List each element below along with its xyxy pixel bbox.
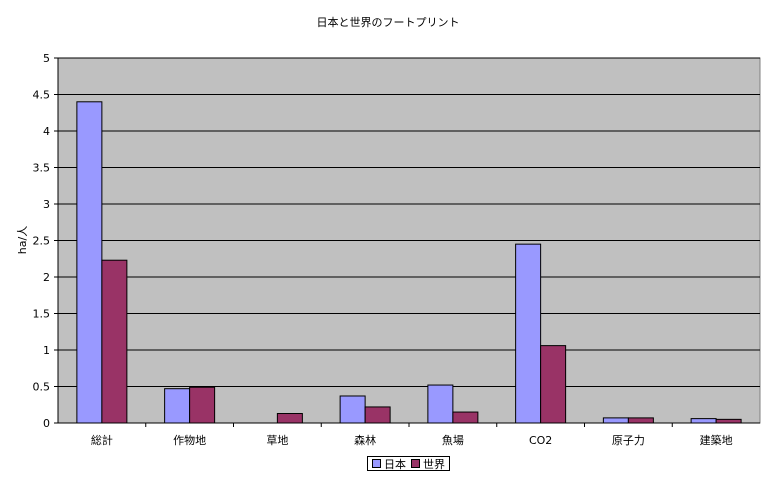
y-tick-label: 3	[43, 198, 50, 211]
axes: 0 0.5 1 1.5 2 2.5 3 3.5 4 4.5 5 総計 作物地 草地 森林 魚場 CO2 原子力 建築…	[33, 52, 760, 447]
y-tick-label: 0.5	[33, 381, 51, 394]
x-tick-label: 森林	[354, 433, 376, 447]
x-tick-label: 作物地	[173, 433, 206, 447]
y-tick-label: 4.5	[33, 89, 51, 102]
y-tick-label: 1	[43, 344, 50, 357]
y-tick-label: 3.5	[33, 162, 51, 175]
y-tick-label: 5	[43, 52, 50, 65]
bar-world-5	[540, 345, 567, 424]
y-tick-label: 4	[43, 125, 50, 138]
bar-world-1	[189, 386, 216, 424]
x-tick-label: 総計	[91, 433, 113, 447]
bar-japan-5	[515, 243, 542, 424]
y-tick-label: 2	[43, 271, 50, 284]
bar-japan-6	[602, 417, 629, 424]
bar-world-0	[101, 259, 128, 424]
legend-swatch-japan	[372, 459, 381, 468]
bar-japan-4	[427, 384, 454, 424]
y-tick-label: 1.5	[33, 308, 51, 321]
legend-label-japan: 日本	[384, 457, 406, 471]
y-axis-label: ha/人	[16, 226, 29, 254]
x-tick-label: 建築地	[700, 433, 733, 447]
chart-title: 日本と世界のフートプリント	[317, 15, 460, 29]
legend-label-world: 世界	[423, 457, 445, 471]
gridlines	[58, 57, 760, 387]
bar-world-6	[627, 417, 654, 424]
bar-japan-7	[690, 418, 717, 424]
y-tick-label: 0	[43, 417, 50, 430]
legend: 日本 世界	[367, 456, 450, 471]
legend-item-world: 世界	[411, 456, 445, 472]
x-tick-label: CO2	[529, 434, 552, 447]
bar-world-7	[715, 418, 742, 424]
bar-japan-1	[164, 388, 191, 424]
legend-swatch-world	[411, 459, 420, 468]
bar-world-3	[364, 406, 391, 424]
x-tick-label: 魚場	[442, 434, 464, 447]
bar-world-4	[452, 411, 479, 424]
legend-item-japan: 日本	[372, 456, 406, 472]
bar-japan-0	[76, 101, 103, 424]
bar-world-2	[276, 413, 303, 424]
x-tick-label: 草地	[266, 434, 288, 447]
x-tick-label: 原子力	[612, 434, 645, 447]
y-tick-label: 2.5	[33, 235, 51, 248]
bar-japan-3	[339, 395, 366, 424]
